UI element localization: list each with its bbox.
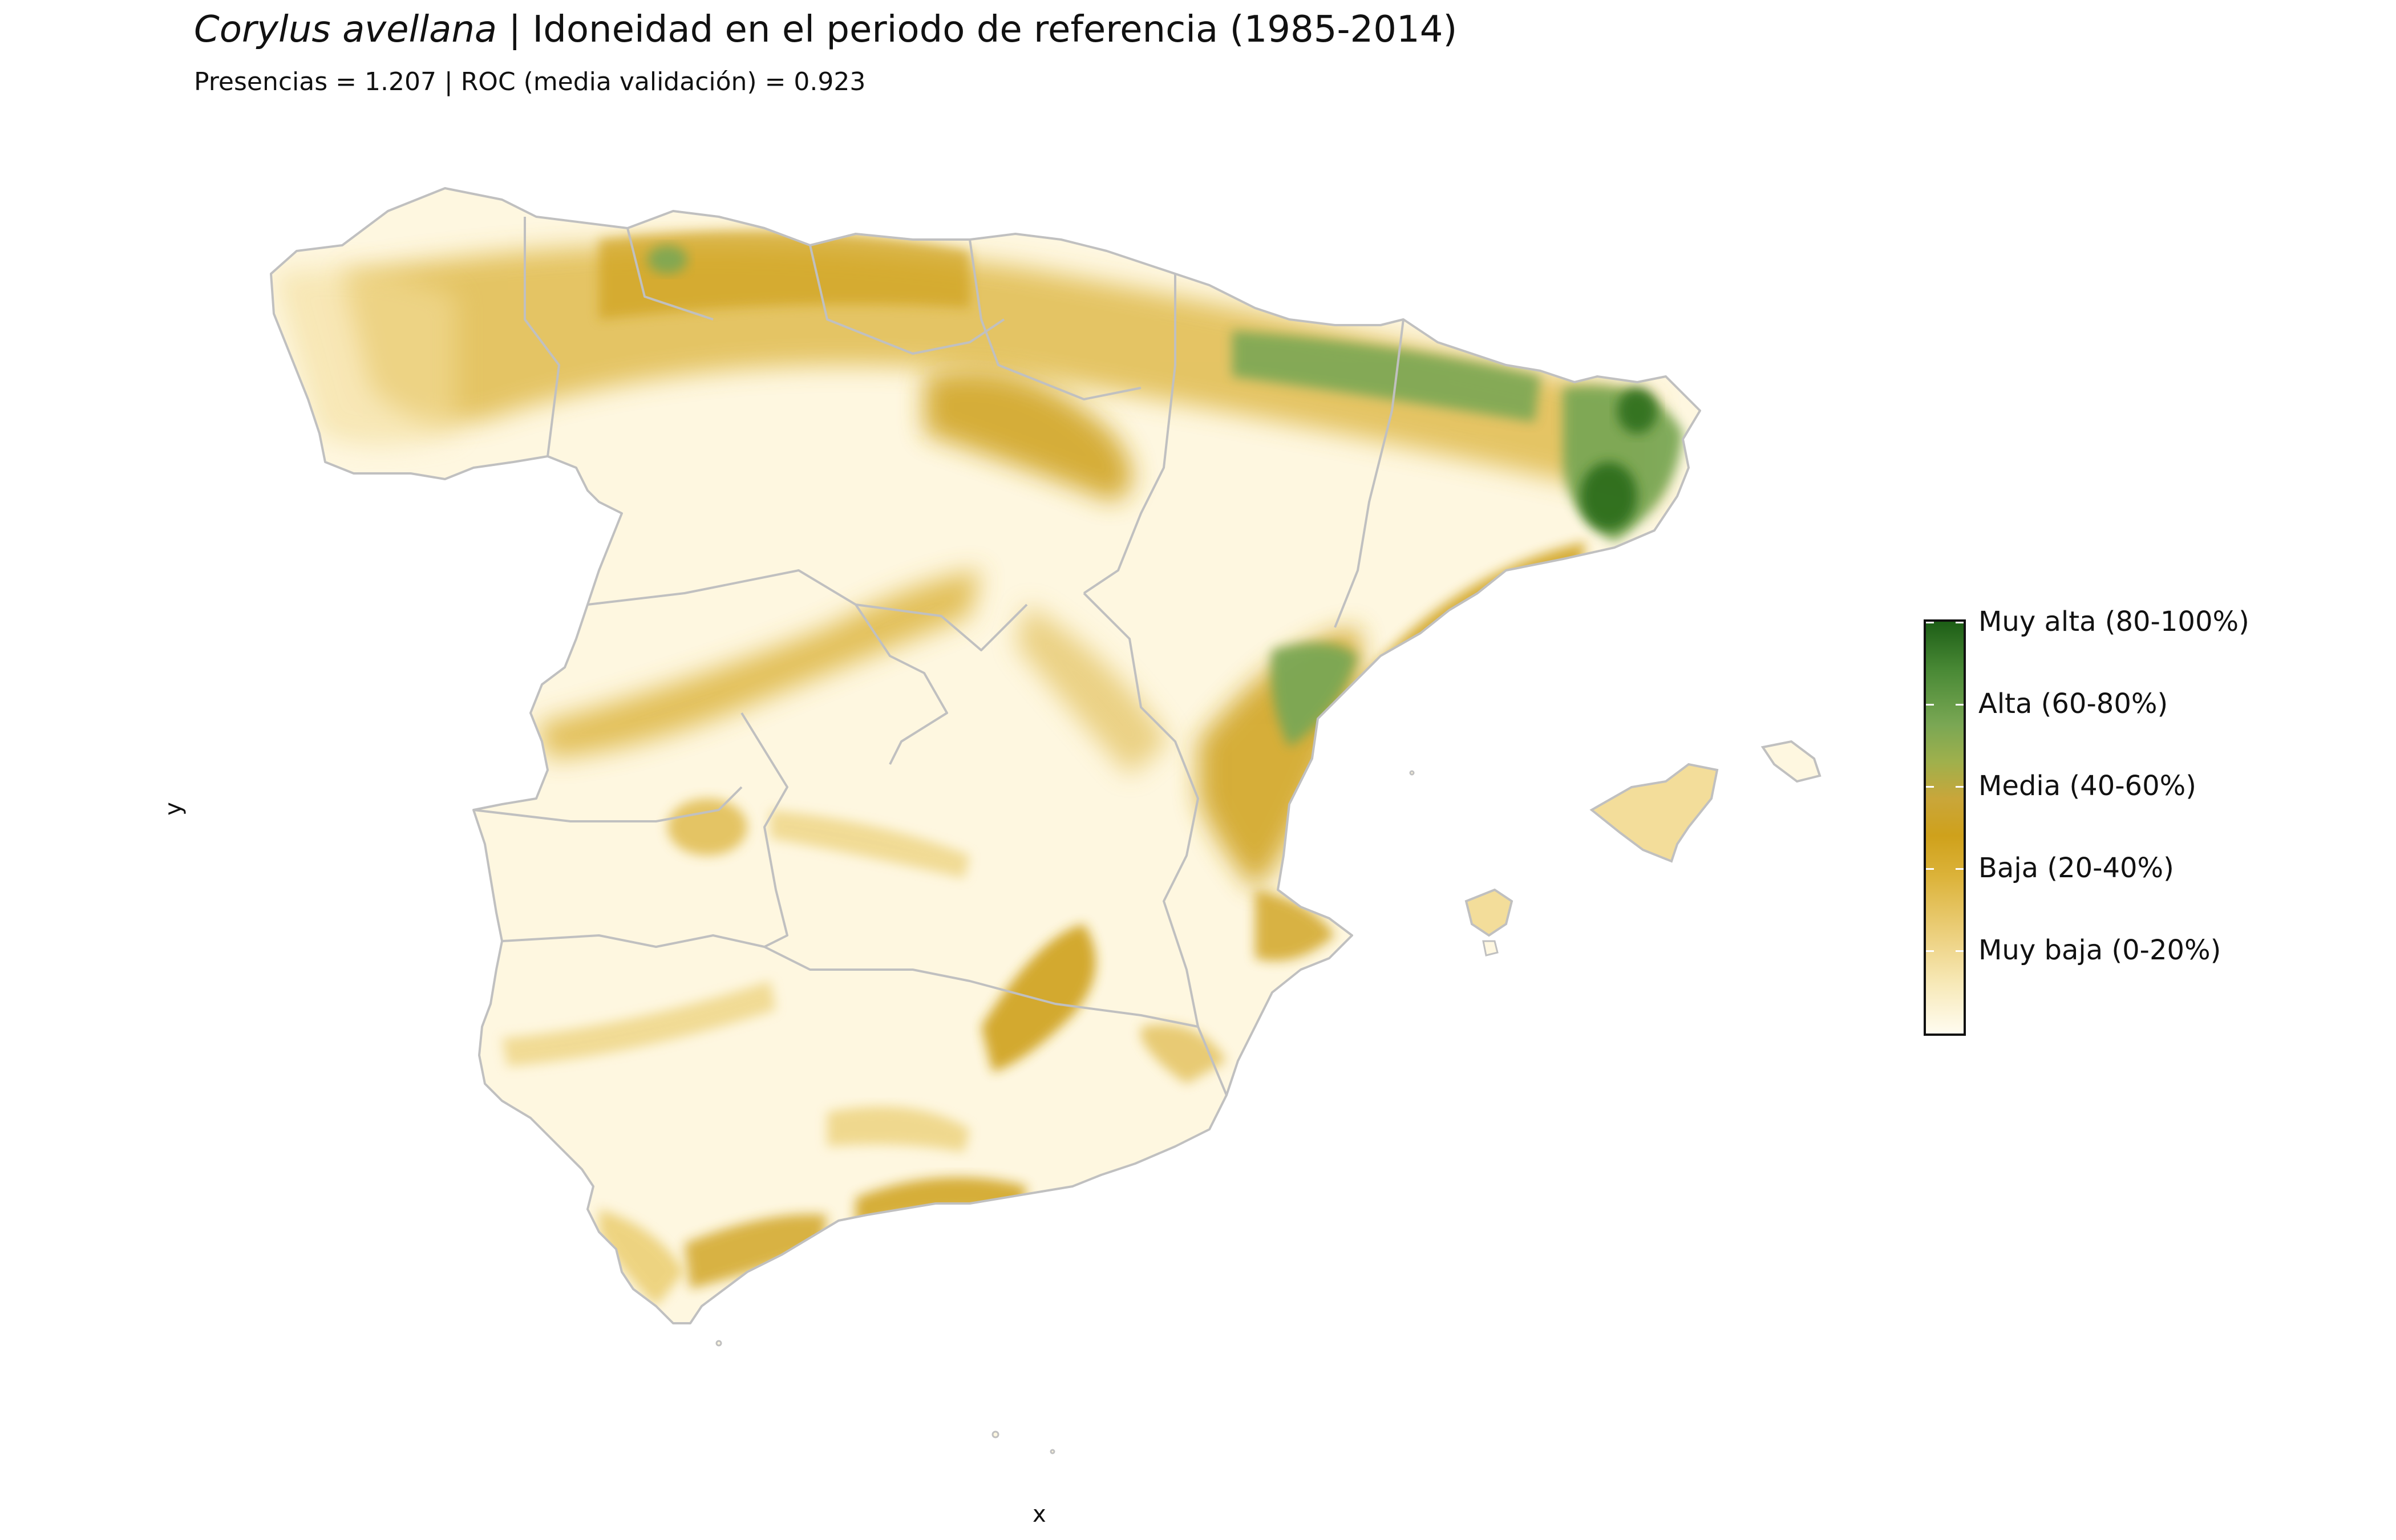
balearic-islands xyxy=(1464,740,1822,957)
legend-label-muy-baja: Muy baja (0-20%) xyxy=(1978,934,2221,966)
legend-label-baja: Baja (20-40%) xyxy=(1978,852,2174,884)
legend-label-muy-alta: Muy alta (80-100%) xyxy=(1978,606,2249,638)
legend-tick xyxy=(1956,950,1964,952)
legend-tick xyxy=(1956,704,1964,706)
species-name: Corylus avellana xyxy=(194,9,497,51)
legend-label-alta: Alta (60-80%) xyxy=(1978,688,2168,720)
map-subtitle: Presencias = 1.207 | ROC (media validaci… xyxy=(194,67,866,96)
legend-color-bar xyxy=(1924,619,1966,1036)
x-axis-label: x xyxy=(1033,1501,1046,1527)
legend-tick xyxy=(1956,622,1964,623)
legend-tick xyxy=(1926,786,1934,788)
legend-tick xyxy=(1926,868,1934,870)
legend-tick xyxy=(1926,704,1934,706)
legend-tick xyxy=(1926,622,1934,623)
legend-label-media: Media (40-60%) xyxy=(1978,770,2196,802)
map-title: Corylus avellana | Idoneidad en el perio… xyxy=(194,8,1457,52)
legend-tick xyxy=(1926,950,1934,952)
region-borders xyxy=(270,187,1701,1324)
legend-tick xyxy=(1956,786,1964,788)
suitability-shading xyxy=(274,230,1683,1306)
small-islets xyxy=(715,770,1415,1454)
title-text: | Idoneidad en el periodo de referencia … xyxy=(497,9,1458,51)
suitability-legend: Muy alta (80-100%) Alta (60-80%) Media (… xyxy=(1924,606,2249,1036)
y-axis-label: y xyxy=(160,802,187,816)
legend-tick xyxy=(1956,868,1964,870)
